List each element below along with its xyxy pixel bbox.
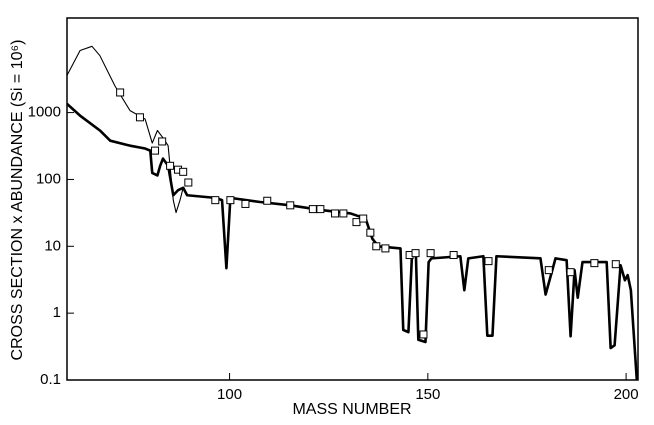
data-square bbox=[226, 196, 235, 205]
data-square bbox=[179, 167, 188, 176]
data-square bbox=[116, 88, 125, 97]
line-thin bbox=[67, 45, 184, 214]
y-tick-label: 0.1 bbox=[40, 371, 61, 388]
data-square bbox=[286, 201, 295, 210]
data-square bbox=[241, 199, 250, 208]
y-tick-label: 1 bbox=[53, 304, 61, 321]
data-square bbox=[381, 244, 390, 253]
data-square bbox=[211, 196, 220, 205]
data-square bbox=[566, 268, 575, 277]
line-thick bbox=[67, 102, 638, 380]
data-square bbox=[411, 249, 420, 258]
y-axis-title: CROSS SECTION x ABUNDANCE (Si = 10⁶) bbox=[9, 40, 26, 361]
data-square bbox=[135, 113, 144, 122]
data-square bbox=[316, 205, 325, 214]
x-tick-label: 150 bbox=[415, 386, 440, 403]
y-tick-label: 10 bbox=[44, 237, 61, 254]
data-square bbox=[359, 214, 368, 223]
y-tick-label: 100 bbox=[36, 170, 61, 187]
y-tick-label: 1000 bbox=[28, 104, 61, 121]
data-square bbox=[611, 260, 620, 269]
data-square bbox=[590, 259, 599, 268]
data-square bbox=[484, 257, 493, 266]
data-square bbox=[331, 209, 340, 218]
data-square bbox=[308, 205, 317, 214]
data-square bbox=[352, 218, 361, 227]
x-tick-label: 200 bbox=[614, 386, 639, 403]
data-square bbox=[419, 330, 428, 339]
data-square bbox=[263, 196, 272, 205]
data-square bbox=[366, 228, 375, 237]
data-square bbox=[339, 209, 348, 218]
data-square bbox=[158, 137, 167, 146]
data-square bbox=[151, 146, 160, 155]
plot-frame bbox=[66, 17, 639, 381]
x-axis-title: MASS NUMBER bbox=[292, 401, 411, 418]
data-square bbox=[544, 266, 553, 275]
data-square bbox=[372, 242, 381, 251]
data-square bbox=[184, 178, 193, 187]
data-square bbox=[449, 251, 458, 260]
data-square bbox=[166, 161, 175, 170]
x-tick-label: 100 bbox=[217, 386, 242, 403]
data-square bbox=[426, 249, 435, 258]
